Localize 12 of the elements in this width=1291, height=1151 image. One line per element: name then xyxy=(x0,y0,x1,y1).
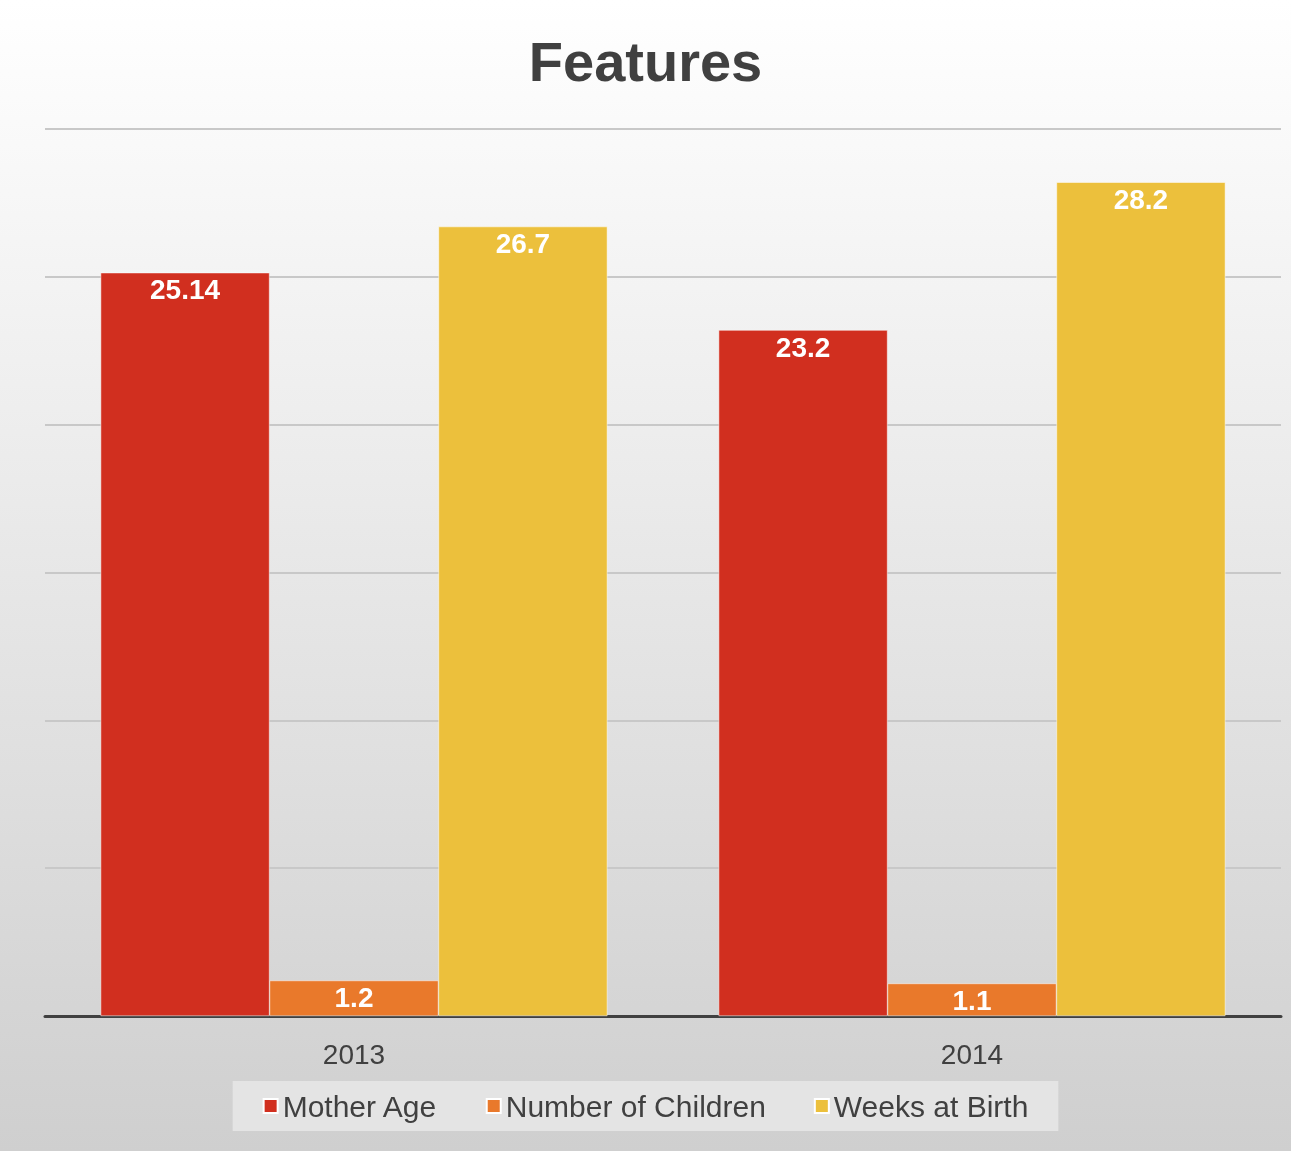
legend-label: Number of Children xyxy=(505,1089,766,1123)
x-tick-label: 2014 xyxy=(940,1038,1004,1070)
data-label: 1.2 xyxy=(334,982,374,1014)
data-label: 28.2 xyxy=(1113,183,1169,215)
data-label: 25.14 xyxy=(150,274,221,306)
data-label: 26.7 xyxy=(495,228,551,260)
x-tick-label: 2013 xyxy=(322,1038,386,1070)
legend-label: Mother Age xyxy=(282,1089,437,1123)
chart-title: Features xyxy=(528,29,763,93)
data-label: 1.1 xyxy=(952,984,992,1016)
legend-label: Weeks at Birth xyxy=(833,1089,1029,1123)
data-label: 23.2 xyxy=(775,331,831,363)
